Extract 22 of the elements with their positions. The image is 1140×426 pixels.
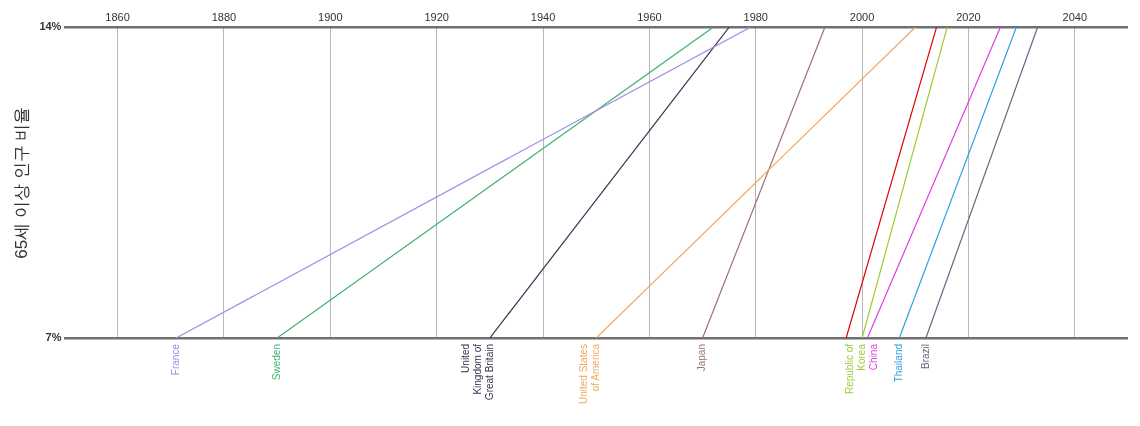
- x-tick-label: 1880: [211, 10, 237, 23]
- x-tick-label: 1920: [424, 10, 449, 23]
- text: Sweden: [270, 344, 282, 381]
- text: Republic of Korea: [843, 343, 867, 395]
- x-tick-label: 1860: [105, 10, 130, 23]
- text: Brazil: [919, 344, 931, 370]
- x-tick-label: 1980: [743, 10, 768, 23]
- y-axis-title: 65세 이상 인구 비율: [11, 106, 31, 259]
- y-tick-label: 14%: [39, 20, 62, 33]
- text: Japan: [696, 344, 708, 372]
- x-tick-label: 1960: [637, 10, 662, 23]
- text: United Kingdom of Great Britain: [459, 343, 495, 401]
- x-tick-label: 1940: [530, 10, 556, 23]
- text: China: [867, 343, 879, 371]
- x-tick-label: 1900: [318, 10, 343, 23]
- x-tick-label: 2000: [849, 10, 875, 23]
- text: Thailand: [893, 344, 905, 383]
- x-tick-label: 2040: [1062, 10, 1088, 23]
- text: United States of America: [577, 343, 601, 405]
- y-tick-label: 7%: [45, 331, 62, 344]
- text: France: [169, 343, 181, 376]
- x-tick-label: 2020: [956, 10, 981, 23]
